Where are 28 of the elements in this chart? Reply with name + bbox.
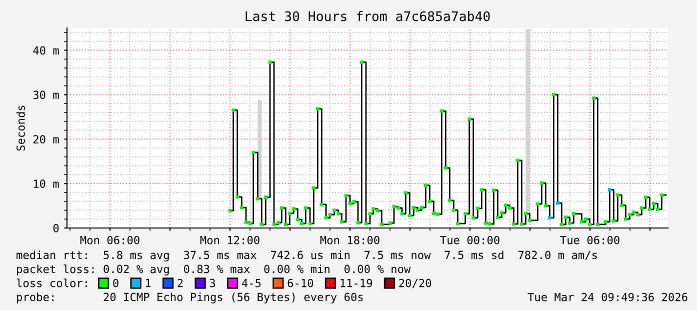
legend-label: 0 <box>113 278 118 288</box>
legend-title: loss color: <box>16 278 87 288</box>
legend-label: 4-5 <box>242 278 261 288</box>
text: packet loss: 0.02 % avg 0.83 % max 0.00 % min 0.00 % now <box>17 264 411 276</box>
legend-label: 6-10 <box>288 278 314 288</box>
point <box>608 188 612 192</box>
chart-title: Last 30 Hours from a7c685a7ab40 <box>246 11 490 22</box>
legend-label: 20/20 <box>399 278 432 288</box>
text: median rtt: 5.8 ms avg 37.5 ms max 742.6 us min 7.5 ms now 7.5 ms sd 782.0 m am/s <box>16 250 597 262</box>
point <box>556 201 560 205</box>
y-axis-title: Seconds <box>16 106 25 151</box>
x-tick-label: Mon 18:00 <box>320 236 380 244</box>
x-tick-label: Mon 12:00 <box>200 236 260 244</box>
x-tick-label: Tue 06:00 <box>560 236 620 244</box>
legend-label: 2 <box>178 278 183 288</box>
legend-label: 3 <box>210 278 216 288</box>
legend-label: 1 <box>146 278 151 288</box>
text: Tue Mar 24 09:49:36 2026 <box>528 292 688 302</box>
y-tick-label: 30 m <box>33 90 59 100</box>
y-tick-label: 40 m <box>33 46 59 55</box>
x-tick-label: Tue 00:00 <box>440 236 500 244</box>
text: probe: 20 ICMP Echo Pings (56 Bytes) every 60s <box>17 292 363 304</box>
x-tick-label: Mon 06:00 <box>80 236 140 244</box>
y-tick-label: 10 m <box>34 180 59 188</box>
legend-label: 11-19 <box>340 278 372 288</box>
y-tick-label: 20 m <box>33 135 59 144</box>
point <box>548 216 552 220</box>
y-tick-label: 0 <box>53 224 59 232</box>
